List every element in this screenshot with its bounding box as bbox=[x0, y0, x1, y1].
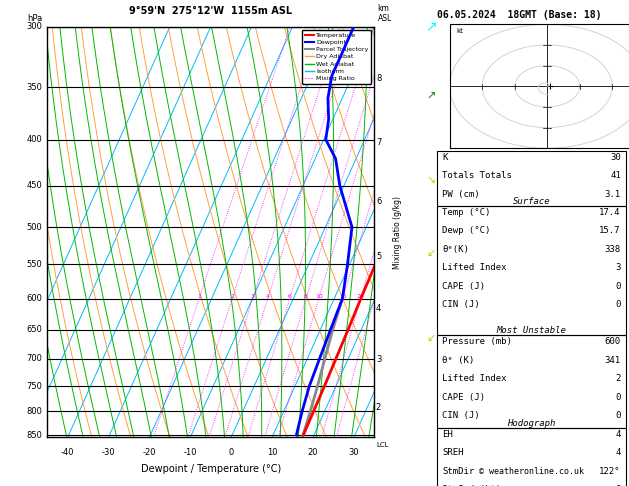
Text: 450: 450 bbox=[26, 181, 42, 190]
Text: 0: 0 bbox=[615, 300, 621, 310]
Text: 4: 4 bbox=[615, 430, 621, 439]
Text: 4: 4 bbox=[615, 448, 621, 457]
Text: 06.05.2024  18GMT (Base: 18): 06.05.2024 18GMT (Base: 18) bbox=[437, 10, 602, 20]
Text: 350: 350 bbox=[26, 83, 42, 92]
Text: Dewpoint / Temperature (°C): Dewpoint / Temperature (°C) bbox=[141, 464, 281, 474]
Text: 122°: 122° bbox=[599, 467, 621, 476]
Text: Lifted Index: Lifted Index bbox=[442, 374, 507, 383]
Text: K: K bbox=[442, 153, 448, 162]
Text: 3.1: 3.1 bbox=[604, 190, 621, 199]
Text: CAPE (J): CAPE (J) bbox=[442, 393, 485, 402]
Text: 6: 6 bbox=[376, 197, 381, 206]
Text: 2: 2 bbox=[230, 294, 234, 298]
Text: 8: 8 bbox=[304, 294, 308, 298]
Text: 550: 550 bbox=[26, 260, 42, 269]
Text: 41: 41 bbox=[610, 171, 621, 180]
Text: 700: 700 bbox=[26, 354, 42, 364]
Text: StmDir: StmDir bbox=[442, 467, 474, 476]
Text: 10: 10 bbox=[315, 294, 323, 298]
Text: θᵉ (K): θᵉ (K) bbox=[442, 356, 474, 365]
Text: SREH: SREH bbox=[442, 448, 464, 457]
Text: hPa: hPa bbox=[28, 14, 43, 23]
Text: 3: 3 bbox=[376, 355, 381, 364]
Text: ↘: ↘ bbox=[426, 175, 435, 185]
Text: -20: -20 bbox=[143, 448, 156, 457]
Text: Hodograph: Hodograph bbox=[508, 418, 555, 428]
Text: 0: 0 bbox=[615, 282, 621, 291]
Text: 6: 6 bbox=[288, 294, 292, 298]
Text: CIN (J): CIN (J) bbox=[442, 411, 480, 420]
Text: EH: EH bbox=[442, 430, 453, 439]
Text: 650: 650 bbox=[26, 326, 42, 334]
Text: 3: 3 bbox=[615, 263, 621, 273]
Text: LCL: LCL bbox=[376, 441, 388, 448]
Text: km
ASL: km ASL bbox=[377, 4, 392, 23]
Text: -10: -10 bbox=[184, 448, 197, 457]
Text: 2: 2 bbox=[376, 403, 381, 413]
Text: -30: -30 bbox=[102, 448, 115, 457]
Text: 5: 5 bbox=[376, 252, 381, 261]
Text: Most Unstable: Most Unstable bbox=[496, 326, 567, 335]
Text: 9°59'N  275°12'W  1155m ASL: 9°59'N 275°12'W 1155m ASL bbox=[129, 6, 292, 17]
Text: CIN (J): CIN (J) bbox=[442, 300, 480, 310]
Text: ↗: ↗ bbox=[426, 92, 435, 102]
Text: 338: 338 bbox=[604, 245, 621, 254]
Text: 30: 30 bbox=[348, 448, 359, 457]
Text: 30: 30 bbox=[610, 153, 621, 162]
Legend: Temperature, Dewpoint, Parcel Trajectory, Dry Adiabat, Wet Adiabat, Isotherm, Mi: Temperature, Dewpoint, Parcel Trajectory… bbox=[302, 30, 371, 84]
Text: 600: 600 bbox=[604, 337, 621, 347]
Text: PW (cm): PW (cm) bbox=[442, 190, 480, 199]
Text: 10: 10 bbox=[267, 448, 277, 457]
Text: 400: 400 bbox=[26, 135, 42, 144]
Text: 750: 750 bbox=[26, 382, 42, 391]
Text: 0: 0 bbox=[228, 448, 234, 457]
Text: 0: 0 bbox=[615, 411, 621, 420]
Text: 341: 341 bbox=[604, 356, 621, 365]
Text: 2: 2 bbox=[615, 374, 621, 383]
Text: 3: 3 bbox=[251, 294, 255, 298]
Text: 20: 20 bbox=[308, 448, 318, 457]
Text: Mixing Ratio (g/kg): Mixing Ratio (g/kg) bbox=[392, 195, 402, 269]
Text: 15.7: 15.7 bbox=[599, 226, 621, 236]
Text: 300: 300 bbox=[26, 22, 42, 31]
Text: 4: 4 bbox=[266, 294, 270, 298]
Text: 15: 15 bbox=[339, 294, 347, 298]
Text: Dewp (°C): Dewp (°C) bbox=[442, 226, 491, 236]
Text: Surface: Surface bbox=[513, 197, 550, 206]
Text: Lifted Index: Lifted Index bbox=[442, 263, 507, 273]
Text: 7: 7 bbox=[376, 138, 381, 147]
Text: 1: 1 bbox=[197, 294, 201, 298]
Text: 0: 0 bbox=[615, 485, 621, 486]
Text: Totals Totals: Totals Totals bbox=[442, 171, 512, 180]
Text: ↗: ↗ bbox=[425, 20, 437, 34]
Text: kt: kt bbox=[456, 28, 463, 34]
Text: 8: 8 bbox=[376, 73, 381, 83]
Text: 850: 850 bbox=[26, 431, 42, 440]
Text: CAPE (J): CAPE (J) bbox=[442, 282, 485, 291]
Text: 20: 20 bbox=[357, 294, 365, 298]
Text: θᵉ(K): θᵉ(K) bbox=[442, 245, 469, 254]
Text: 800: 800 bbox=[26, 407, 42, 416]
Text: 0: 0 bbox=[615, 393, 621, 402]
Text: Pressure (mb): Pressure (mb) bbox=[442, 337, 512, 347]
Text: © weatheronline.co.uk: © weatheronline.co.uk bbox=[479, 467, 584, 476]
Text: 500: 500 bbox=[26, 223, 42, 231]
Text: 17.4: 17.4 bbox=[599, 208, 621, 217]
Text: Temp (°C): Temp (°C) bbox=[442, 208, 491, 217]
Text: -40: -40 bbox=[61, 448, 74, 457]
Text: 4: 4 bbox=[376, 304, 381, 313]
Text: 600: 600 bbox=[26, 294, 42, 303]
Text: StmSpd (kt): StmSpd (kt) bbox=[442, 485, 501, 486]
Text: ↙: ↙ bbox=[426, 333, 435, 343]
Text: ↙: ↙ bbox=[426, 248, 435, 258]
